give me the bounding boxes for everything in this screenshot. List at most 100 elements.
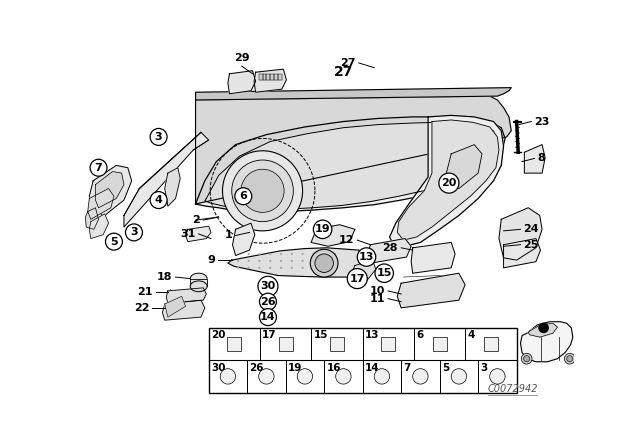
Text: 9: 9 [207,255,215,265]
Circle shape [348,269,367,289]
Circle shape [291,253,293,255]
Circle shape [258,276,278,296]
Text: 2: 2 [193,215,200,225]
Text: 15: 15 [376,268,392,278]
Circle shape [248,253,250,255]
Circle shape [310,250,338,277]
Polygon shape [504,238,541,268]
Circle shape [439,173,459,193]
Text: 28: 28 [383,243,398,253]
Text: 18: 18 [157,272,172,282]
Text: 27: 27 [340,58,356,68]
Polygon shape [259,74,262,80]
Circle shape [334,267,336,269]
Circle shape [291,267,293,269]
Text: 12: 12 [339,235,354,245]
Text: 20: 20 [441,178,456,188]
Text: 17: 17 [349,274,365,284]
Polygon shape [90,165,132,215]
Polygon shape [186,226,211,241]
Polygon shape [311,225,355,246]
Polygon shape [232,223,255,255]
Circle shape [312,267,314,269]
Text: 3: 3 [481,362,488,373]
Circle shape [375,264,394,282]
Text: 16: 16 [326,362,341,373]
Text: 4: 4 [468,330,475,340]
Polygon shape [444,145,482,189]
Polygon shape [397,273,465,308]
Text: 6: 6 [239,191,247,201]
Polygon shape [411,242,455,273]
Circle shape [314,220,332,238]
Polygon shape [270,74,274,80]
Bar [227,337,241,351]
Polygon shape [164,296,186,317]
Circle shape [374,369,390,384]
Circle shape [451,369,467,384]
Polygon shape [390,116,504,246]
Polygon shape [124,132,209,227]
Circle shape [334,253,336,255]
Circle shape [269,267,271,269]
Circle shape [237,253,239,255]
Polygon shape [228,71,255,94]
Text: 11: 11 [369,293,385,304]
Circle shape [259,253,260,255]
Circle shape [232,160,293,222]
Polygon shape [228,248,371,277]
Circle shape [259,309,276,326]
Circle shape [248,260,250,262]
Circle shape [566,356,573,362]
Circle shape [220,369,236,384]
Circle shape [312,253,314,255]
Polygon shape [397,120,499,240]
Polygon shape [524,145,545,173]
Polygon shape [278,74,282,80]
Circle shape [150,192,167,208]
Text: 8: 8 [538,154,545,164]
Circle shape [323,253,325,255]
Polygon shape [205,122,497,210]
Circle shape [280,267,282,269]
Polygon shape [86,208,99,229]
Circle shape [301,253,304,255]
Bar [381,337,396,351]
Circle shape [237,267,239,269]
Text: 30: 30 [211,362,225,373]
Circle shape [564,353,575,364]
Text: 22: 22 [134,303,149,313]
Text: 25: 25 [524,240,539,250]
Polygon shape [190,279,207,286]
Text: 20: 20 [211,330,225,340]
Text: 14: 14 [260,312,276,322]
Polygon shape [266,74,270,80]
Polygon shape [262,74,266,80]
Bar [484,337,498,351]
Text: 17: 17 [262,330,277,340]
Circle shape [259,293,276,310]
Text: 23: 23 [534,116,550,126]
Text: 26: 26 [250,362,264,373]
Text: 1: 1 [225,230,232,241]
Text: 5: 5 [110,237,118,247]
Circle shape [413,369,428,384]
Polygon shape [254,69,287,92]
Text: 19: 19 [288,362,302,373]
Text: 13: 13 [365,330,380,340]
Polygon shape [95,172,124,208]
Text: 15: 15 [314,330,328,340]
Circle shape [323,267,325,269]
Text: 10: 10 [370,286,385,296]
Polygon shape [196,117,505,212]
Polygon shape [528,323,557,337]
Circle shape [280,260,282,262]
Polygon shape [164,168,180,206]
Polygon shape [196,96,511,204]
Text: 6: 6 [416,330,424,340]
Text: 31: 31 [180,229,196,239]
Bar [279,337,292,351]
Circle shape [259,260,260,262]
Polygon shape [90,214,109,238]
Circle shape [125,224,143,241]
